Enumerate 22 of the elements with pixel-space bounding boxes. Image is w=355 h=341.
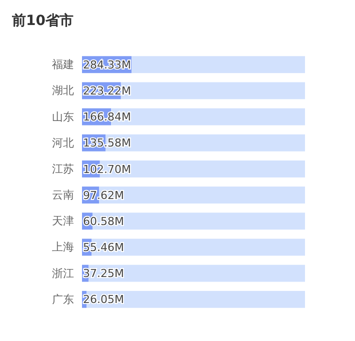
y-tick-label: 湖北 xyxy=(52,84,74,98)
y-tick-label: 江苏 xyxy=(52,162,74,176)
data-label: 37.25M xyxy=(83,267,124,280)
y-tick-label: 云南 xyxy=(52,188,74,202)
y-tick-label: 上海 xyxy=(52,240,74,254)
data-label: 284.33M xyxy=(83,58,131,72)
data-label: 97.62M xyxy=(83,188,124,202)
data-label: 166.84M xyxy=(83,110,131,124)
y-tick-label: 广东 xyxy=(52,292,74,306)
y-tick-label: 福建 xyxy=(52,58,74,72)
y-tick-label: 山东 xyxy=(52,110,74,124)
data-label: 135.58M xyxy=(83,136,131,150)
data-label: 26.05M xyxy=(83,293,124,306)
y-tick-label: 河北 xyxy=(52,136,74,150)
y-tick-label: 天津 xyxy=(52,214,74,228)
data-label: 223.22M xyxy=(83,84,131,98)
data-label: 102.70M xyxy=(83,162,131,176)
chart-title: 前10省市 xyxy=(11,12,74,29)
y-tick-label: 浙江 xyxy=(52,266,74,280)
data-label: 55.46M xyxy=(83,241,124,254)
bar xyxy=(132,56,305,74)
data-label: 60.58M xyxy=(83,214,124,228)
